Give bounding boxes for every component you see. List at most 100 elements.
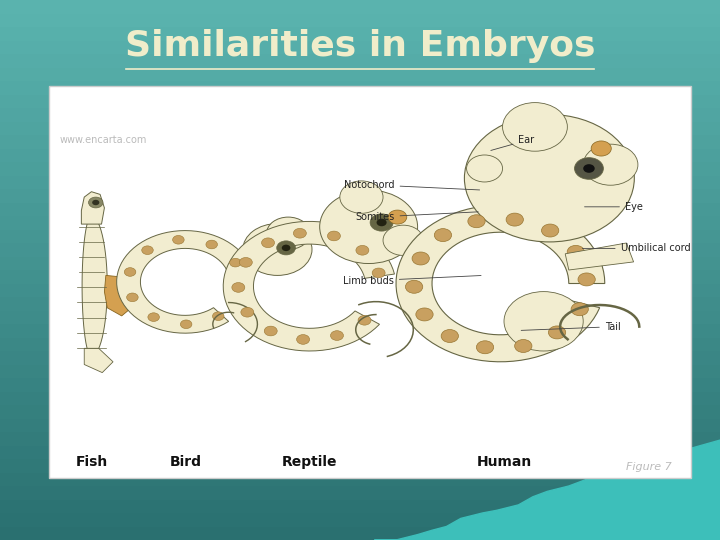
Circle shape bbox=[125, 268, 136, 276]
Circle shape bbox=[370, 214, 393, 231]
Polygon shape bbox=[104, 275, 135, 316]
Bar bbox=[0, 94, 720, 108]
Circle shape bbox=[578, 273, 595, 286]
Circle shape bbox=[142, 246, 153, 254]
Circle shape bbox=[464, 114, 634, 242]
Circle shape bbox=[571, 303, 588, 316]
Circle shape bbox=[405, 280, 423, 293]
Circle shape bbox=[320, 190, 418, 264]
Circle shape bbox=[230, 258, 241, 267]
Polygon shape bbox=[374, 440, 720, 540]
Circle shape bbox=[412, 252, 429, 265]
Bar bbox=[0, 176, 720, 189]
Circle shape bbox=[264, 326, 277, 336]
Bar bbox=[0, 202, 720, 216]
Bar bbox=[0, 351, 720, 364]
Bar bbox=[0, 513, 720, 526]
Bar bbox=[0, 338, 720, 351]
Bar bbox=[0, 392, 720, 405]
Circle shape bbox=[591, 141, 611, 156]
Bar bbox=[0, 310, 720, 324]
Text: Fish: Fish bbox=[76, 455, 108, 469]
Circle shape bbox=[173, 235, 184, 244]
Circle shape bbox=[549, 326, 566, 339]
Polygon shape bbox=[82, 216, 107, 356]
Circle shape bbox=[416, 308, 433, 321]
Bar bbox=[0, 284, 720, 297]
Bar bbox=[0, 81, 720, 94]
Bar bbox=[0, 270, 720, 284]
Text: Bird: Bird bbox=[170, 455, 202, 469]
Circle shape bbox=[567, 245, 585, 258]
Circle shape bbox=[232, 282, 245, 292]
Bar bbox=[0, 189, 720, 202]
Bar bbox=[0, 526, 720, 540]
Circle shape bbox=[297, 335, 310, 345]
Circle shape bbox=[477, 341, 494, 354]
Bar bbox=[0, 14, 720, 27]
Text: Umbilical cord: Umbilical cord bbox=[582, 244, 690, 253]
Text: Somites: Somites bbox=[355, 212, 478, 222]
Bar bbox=[49, 86, 691, 478]
Circle shape bbox=[330, 330, 343, 340]
Circle shape bbox=[467, 155, 503, 182]
Circle shape bbox=[293, 228, 306, 238]
Circle shape bbox=[388, 210, 407, 224]
Polygon shape bbox=[81, 192, 104, 224]
Circle shape bbox=[266, 217, 310, 249]
Polygon shape bbox=[117, 231, 248, 333]
Circle shape bbox=[241, 307, 254, 317]
Bar bbox=[0, 459, 720, 472]
Bar bbox=[0, 122, 720, 135]
Bar bbox=[0, 108, 720, 122]
Text: Human: Human bbox=[477, 455, 531, 469]
Bar bbox=[0, 230, 720, 243]
Circle shape bbox=[212, 312, 224, 321]
Text: Ear: Ear bbox=[491, 136, 534, 151]
Polygon shape bbox=[565, 243, 634, 270]
Circle shape bbox=[541, 224, 559, 237]
Circle shape bbox=[206, 240, 217, 249]
Bar bbox=[0, 378, 720, 392]
Bar bbox=[0, 432, 720, 445]
Circle shape bbox=[127, 293, 138, 302]
Bar bbox=[0, 364, 720, 378]
Circle shape bbox=[282, 245, 290, 251]
Circle shape bbox=[358, 315, 371, 325]
Bar bbox=[0, 446, 720, 459]
Circle shape bbox=[441, 329, 459, 342]
Bar bbox=[0, 148, 720, 162]
Circle shape bbox=[276, 241, 295, 255]
Circle shape bbox=[372, 268, 385, 278]
Text: Notochord: Notochord bbox=[344, 180, 480, 190]
Bar bbox=[0, 324, 720, 338]
Circle shape bbox=[583, 144, 638, 185]
Bar bbox=[0, 243, 720, 256]
Bar bbox=[0, 297, 720, 310]
Bar bbox=[0, 40, 720, 54]
Bar bbox=[0, 162, 720, 176]
Circle shape bbox=[92, 200, 99, 205]
Bar bbox=[0, 405, 720, 418]
Text: Limb buds: Limb buds bbox=[343, 275, 481, 286]
Circle shape bbox=[468, 215, 485, 228]
Circle shape bbox=[575, 158, 603, 179]
Bar bbox=[0, 54, 720, 68]
Circle shape bbox=[356, 245, 369, 255]
Text: Similarities in Embryos: Similarities in Embryos bbox=[125, 29, 595, 63]
Circle shape bbox=[261, 238, 274, 248]
Polygon shape bbox=[223, 221, 395, 351]
Circle shape bbox=[383, 225, 423, 255]
Circle shape bbox=[243, 224, 312, 275]
Bar bbox=[0, 256, 720, 270]
Text: Eye: Eye bbox=[585, 202, 643, 212]
Bar bbox=[0, 27, 720, 40]
Circle shape bbox=[583, 164, 595, 173]
Bar bbox=[0, 418, 720, 432]
Circle shape bbox=[328, 231, 341, 241]
Circle shape bbox=[377, 219, 387, 226]
Circle shape bbox=[239, 258, 252, 267]
Bar bbox=[0, 135, 720, 148]
Circle shape bbox=[340, 181, 383, 213]
Bar bbox=[0, 68, 720, 81]
